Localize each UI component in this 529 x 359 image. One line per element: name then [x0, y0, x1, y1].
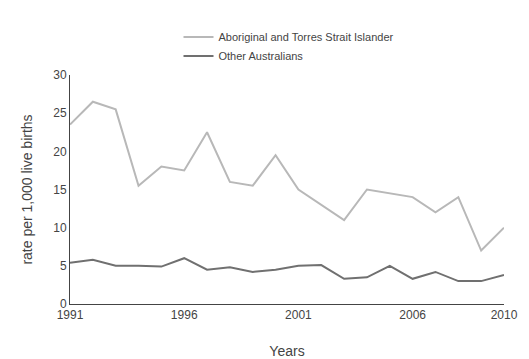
svg-text:15: 15	[53, 183, 67, 197]
svg-text:2001: 2001	[285, 308, 312, 322]
svg-text:Aboriginal and Torres Strait I: Aboriginal and Torres Strait Islander	[219, 31, 394, 43]
svg-text:rate per 1,000 live births: rate per 1,000 live births	[19, 114, 35, 264]
svg-text:0: 0	[60, 297, 67, 311]
svg-text:Years: Years	[269, 343, 304, 359]
svg-text:25: 25	[53, 106, 67, 120]
svg-text:Other Australians: Other Australians	[219, 50, 304, 62]
svg-text:1996: 1996	[171, 308, 198, 322]
svg-text:20: 20	[53, 145, 67, 159]
svg-text:2010: 2010	[491, 308, 518, 322]
svg-text:30: 30	[53, 68, 67, 82]
svg-text:10: 10	[53, 221, 67, 235]
svg-text:5: 5	[60, 259, 67, 273]
svg-text:2006: 2006	[399, 308, 426, 322]
svg-text:1991: 1991	[57, 308, 84, 322]
